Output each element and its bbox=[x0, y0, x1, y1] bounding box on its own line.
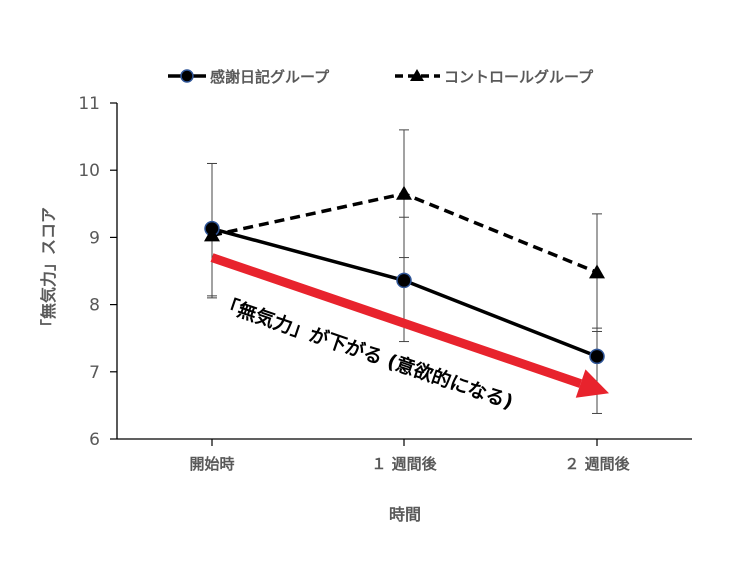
y-tick-label: 6 bbox=[89, 430, 100, 450]
x-axis-title: 時間 bbox=[389, 505, 421, 524]
data-point-triangle bbox=[589, 264, 605, 279]
data-point-triangle bbox=[396, 185, 412, 200]
legend: 感謝日記グループ コントロールグループ bbox=[168, 68, 594, 86]
legend-marker-circle bbox=[180, 69, 194, 83]
axes: 6 7 8 9 10 11 開始時 １ 週間後 ２ 週間後 bbox=[78, 94, 692, 473]
data-point-circle bbox=[589, 348, 605, 365]
y-axis-title: 「無気力」スコア bbox=[39, 207, 58, 335]
data-point-circle bbox=[396, 272, 412, 289]
data-point-triangle bbox=[204, 227, 220, 242]
series-markers bbox=[204, 185, 605, 365]
y-tick-label: 9 bbox=[89, 228, 100, 248]
x-tick-label: ２ 週間後 bbox=[564, 455, 630, 473]
annotation-arrow-head bbox=[575, 369, 609, 398]
legend-marker-triangle bbox=[410, 69, 424, 81]
y-tick-label: 8 bbox=[89, 296, 100, 316]
y-tick-label: 11 bbox=[78, 94, 100, 114]
legend-label: 感謝日記グループ bbox=[210, 68, 330, 86]
annotation-arrow-shaft bbox=[210, 253, 583, 388]
y-tick-label: 10 bbox=[78, 161, 100, 181]
x-tick-label: 開始時 bbox=[189, 455, 234, 473]
legend-label: コントロールグループ bbox=[444, 68, 594, 86]
x-tick-label: １ 週間後 bbox=[371, 455, 437, 473]
y-tick-label: 7 bbox=[89, 363, 100, 383]
annotation-arrow-group bbox=[210, 253, 609, 398]
